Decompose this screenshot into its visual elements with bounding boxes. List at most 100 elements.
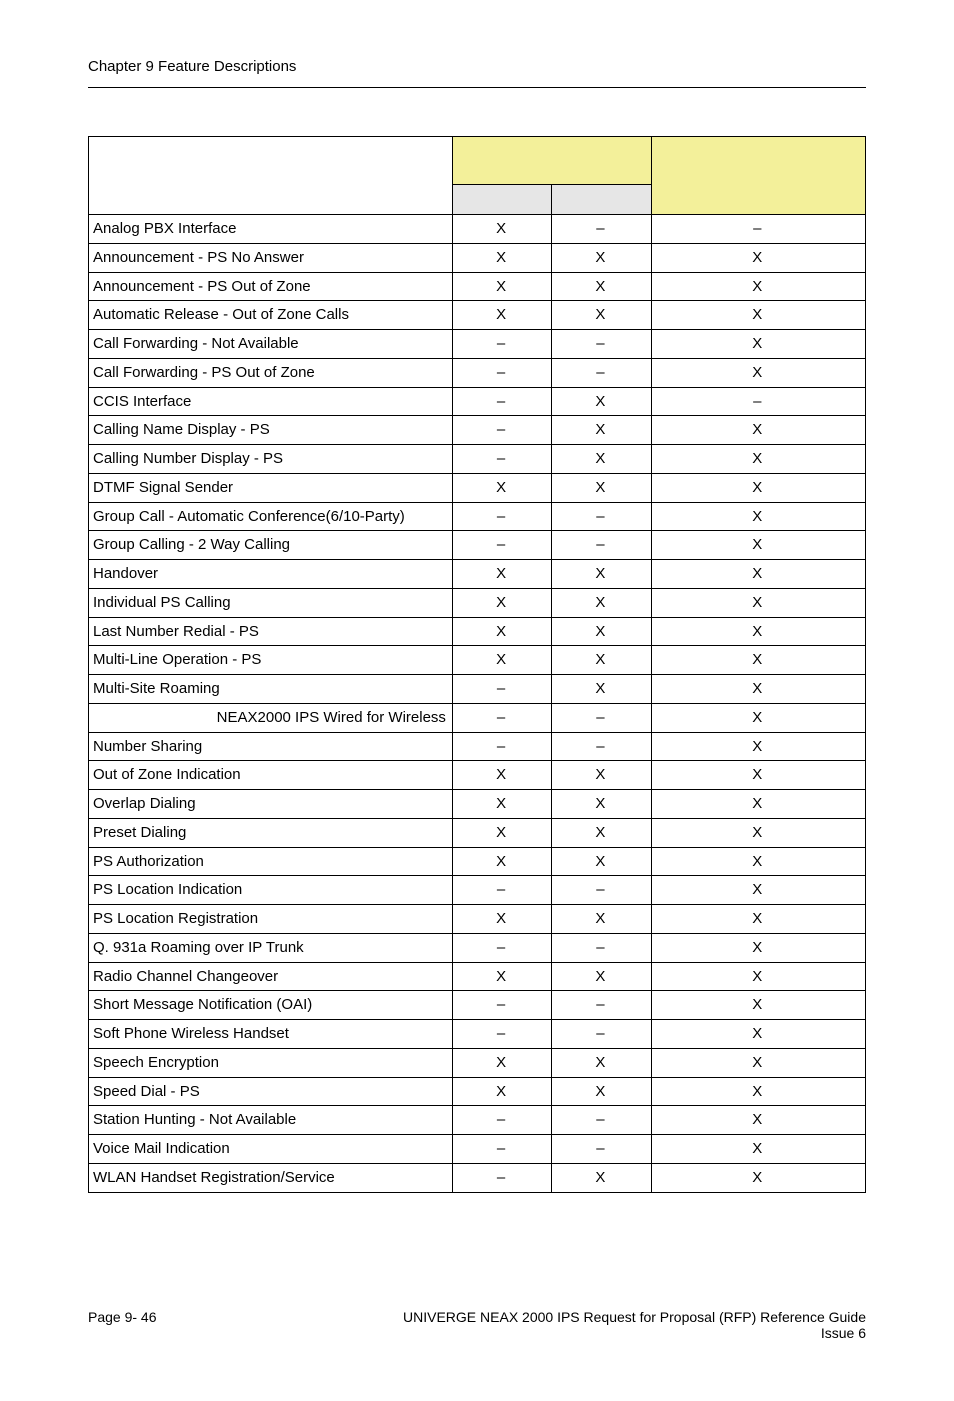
value-cell: X bbox=[552, 790, 651, 819]
value-cell: – bbox=[552, 1135, 651, 1164]
value-cell: X bbox=[651, 675, 865, 704]
value-cell: – bbox=[452, 387, 551, 416]
value-cell: X bbox=[552, 416, 651, 445]
value-cell: X bbox=[651, 991, 865, 1020]
feature-cell: Radio Channel Changeover bbox=[89, 962, 453, 991]
value-cell: – bbox=[452, 502, 551, 531]
feature-cell: Call Forwarding - Not Available bbox=[89, 330, 453, 359]
feature-cell: Station Hunting - Not Available bbox=[89, 1106, 453, 1135]
value-cell: X bbox=[651, 1077, 865, 1106]
feature-cell: PS Location Registration bbox=[89, 905, 453, 934]
value-cell: – bbox=[552, 991, 651, 1020]
table-row: Group Calling - 2 Way Calling––X bbox=[89, 531, 866, 560]
value-cell: X bbox=[651, 962, 865, 991]
feature-cell: Analog PBX Interface bbox=[89, 215, 453, 244]
value-cell: – bbox=[552, 1020, 651, 1049]
header-col3-cell bbox=[651, 137, 865, 215]
value-cell: X bbox=[651, 1163, 865, 1192]
table-row: PS AuthorizationXXX bbox=[89, 847, 866, 876]
feature-cell: Speed Dial - PS bbox=[89, 1077, 453, 1106]
value-cell: X bbox=[651, 646, 865, 675]
table-row: Announcement - PS Out of ZoneXXX bbox=[89, 272, 866, 301]
table-row: Soft Phone Wireless Handset––X bbox=[89, 1020, 866, 1049]
header-sub-col2 bbox=[552, 185, 651, 215]
value-cell: X bbox=[452, 790, 551, 819]
value-cell: X bbox=[552, 588, 651, 617]
value-cell: X bbox=[552, 761, 651, 790]
feature-cell: Individual PS Calling bbox=[89, 588, 453, 617]
footer-issue: Issue 6 bbox=[403, 1325, 866, 1341]
value-cell: – bbox=[552, 502, 651, 531]
value-cell: X bbox=[452, 1077, 551, 1106]
value-cell: X bbox=[651, 416, 865, 445]
value-cell: X bbox=[651, 473, 865, 502]
table-row: Preset DialingXXX bbox=[89, 818, 866, 847]
value-cell: X bbox=[552, 387, 651, 416]
feature-cell: Multi-Site Roaming bbox=[89, 675, 453, 704]
table-row: Speech EncryptionXXX bbox=[89, 1048, 866, 1077]
value-cell: X bbox=[651, 790, 865, 819]
value-cell: – bbox=[452, 416, 551, 445]
value-cell: X bbox=[452, 473, 551, 502]
value-cell: X bbox=[452, 617, 551, 646]
value-cell: X bbox=[452, 1048, 551, 1077]
value-cell: X bbox=[651, 243, 865, 272]
value-cell: X bbox=[651, 588, 865, 617]
value-cell: X bbox=[552, 905, 651, 934]
page-footer: Page 9- 46 UNIVERGE NEAX 2000 IPS Reques… bbox=[88, 1309, 866, 1341]
feature-cell: Calling Name Display - PS bbox=[89, 416, 453, 445]
table-row: Multi-Site Roaming–XX bbox=[89, 675, 866, 704]
feature-cell: DTMF Signal Sender bbox=[89, 473, 453, 502]
value-cell: X bbox=[552, 1163, 651, 1192]
value-cell: X bbox=[452, 215, 551, 244]
table-row: Individual PS CallingXXX bbox=[89, 588, 866, 617]
value-cell: – bbox=[452, 445, 551, 474]
feature-cell: Q. 931a Roaming over IP Trunk bbox=[89, 933, 453, 962]
value-cell: – bbox=[452, 1106, 551, 1135]
feature-cell: Handover bbox=[89, 560, 453, 589]
value-cell: X bbox=[651, 358, 865, 387]
feature-table: Analog PBX InterfaceX––Announcement - PS… bbox=[88, 136, 866, 1193]
value-cell: X bbox=[552, 1077, 651, 1106]
feature-cell: Call Forwarding - PS Out of Zone bbox=[89, 358, 453, 387]
value-cell: X bbox=[651, 933, 865, 962]
value-cell: X bbox=[552, 560, 651, 589]
value-cell: – bbox=[552, 330, 651, 359]
table-row: Voice Mail Indication––X bbox=[89, 1135, 866, 1164]
value-cell: X bbox=[651, 502, 865, 531]
feature-cell: PS Authorization bbox=[89, 847, 453, 876]
feature-cell: Out of Zone Indication bbox=[89, 761, 453, 790]
table-row: Number Sharing––X bbox=[89, 732, 866, 761]
value-cell: – bbox=[452, 703, 551, 732]
value-cell: – bbox=[452, 358, 551, 387]
feature-cell: Overlap Dialing bbox=[89, 790, 453, 819]
value-cell: X bbox=[452, 818, 551, 847]
value-cell: X bbox=[452, 847, 551, 876]
value-cell: X bbox=[452, 272, 551, 301]
value-cell: X bbox=[452, 301, 551, 330]
value-cell: – bbox=[452, 1020, 551, 1049]
value-cell: – bbox=[452, 933, 551, 962]
value-cell: X bbox=[552, 646, 651, 675]
value-cell: X bbox=[651, 330, 865, 359]
value-cell: – bbox=[452, 675, 551, 704]
table-row: Short Message Notification (OAI)––X bbox=[89, 991, 866, 1020]
table-row: Call Forwarding - PS Out of Zone––X bbox=[89, 358, 866, 387]
value-cell: X bbox=[552, 818, 651, 847]
feature-cell: WLAN Handset Registration/Service bbox=[89, 1163, 453, 1192]
feature-cell: Speech Encryption bbox=[89, 1048, 453, 1077]
value-cell: X bbox=[452, 646, 551, 675]
feature-cell: Group Call - Automatic Conference(6/10-P… bbox=[89, 502, 453, 531]
feature-cell: Preset Dialing bbox=[89, 818, 453, 847]
feature-cell: Automatic Release - Out of Zone Calls bbox=[89, 301, 453, 330]
value-cell: X bbox=[651, 1106, 865, 1135]
value-cell: X bbox=[452, 962, 551, 991]
table-row: Announcement - PS No AnswerXXX bbox=[89, 243, 866, 272]
value-cell: – bbox=[452, 1163, 551, 1192]
feature-cell: Announcement - PS Out of Zone bbox=[89, 272, 453, 301]
value-cell: X bbox=[651, 876, 865, 905]
table-row: WLAN Handset Registration/Service–XX bbox=[89, 1163, 866, 1192]
value-cell: X bbox=[552, 473, 651, 502]
table-row: Overlap DialingXXX bbox=[89, 790, 866, 819]
value-cell: – bbox=[651, 215, 865, 244]
